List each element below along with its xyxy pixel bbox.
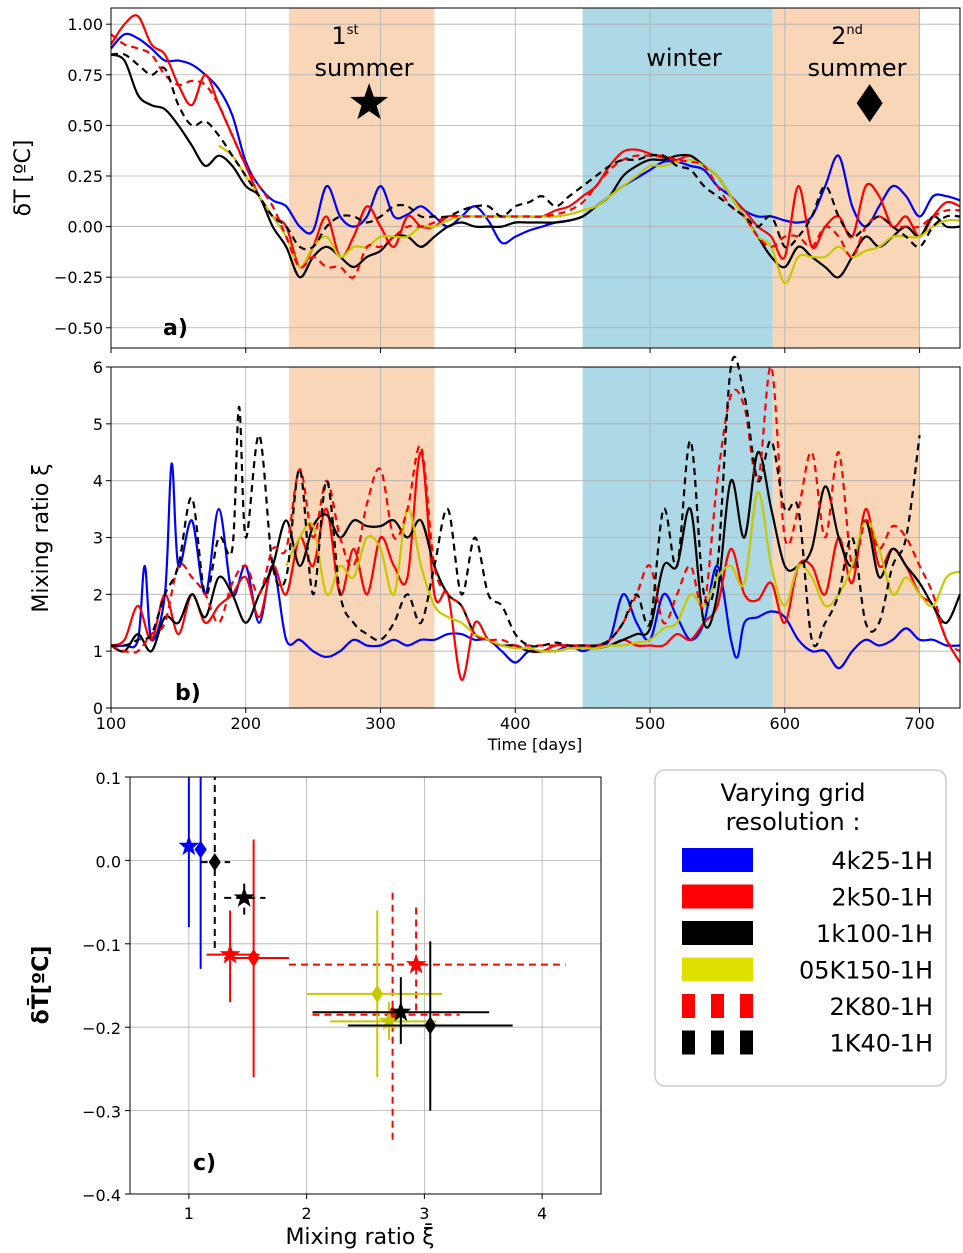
star-point <box>405 953 427 974</box>
y-tick-label: 1 <box>93 642 103 661</box>
y-tick-label: −0.4 <box>82 1186 121 1205</box>
x-tick-label: 100 <box>96 714 127 733</box>
y-tick-label: −0.50 <box>54 319 103 338</box>
star-point <box>378 1010 400 1031</box>
panel-b-xlabel: Time [days] <box>487 735 583 754</box>
winter-label: winter <box>646 44 722 72</box>
legend-swatch <box>682 848 753 872</box>
panel-b-label: b) <box>175 681 201 706</box>
star-point <box>178 835 200 856</box>
first-summer-label-line1: 1st <box>331 22 358 50</box>
panel-a-label: a) <box>163 316 188 341</box>
y-tick-label: 0.50 <box>67 116 103 135</box>
y-tick-label: 6 <box>93 358 103 377</box>
x-tick-label: 3 <box>419 1204 429 1223</box>
legend-label: 05K150-1H <box>799 957 933 985</box>
series-line <box>285 490 961 653</box>
star-point <box>390 1001 412 1022</box>
diamond-point <box>424 1016 437 1035</box>
x-tick-label: 200 <box>230 714 261 733</box>
legend-label: 1k100-1H <box>816 920 933 948</box>
diamond-point <box>208 853 221 872</box>
panel-b-frame <box>110 366 961 709</box>
y-tick-label: 0.00 <box>67 218 103 237</box>
diamond-point <box>194 840 207 859</box>
y-tick-label: 0.0 <box>96 852 121 871</box>
legend-swatch <box>711 994 724 1018</box>
legend: Varying grid resolution : 4k25-1H 2k50-1H… <box>654 769 947 1087</box>
legend-swatch <box>740 994 753 1018</box>
diamond-marker <box>856 84 883 123</box>
shaded-period <box>582 8 773 348</box>
x-tick-label: 500 <box>635 714 666 733</box>
y-tick-label: 3 <box>93 529 103 548</box>
panel-c-frame <box>129 776 602 1195</box>
panel-a: 1.00 0.75 0.50 0.25 0.00 −0.25 −0.50 δT [ºC] 1… <box>11 7 961 353</box>
panel-c: 0.1 0.0 −0.1 −0.2 −0.3 −0.4 1 2 3 4 δT̄[ºC] Mixin… <box>28 769 602 1250</box>
panel-c-label: c) <box>193 1151 216 1176</box>
series-line <box>110 355 921 648</box>
panel-b: 0 1 2 3 4 5 6 100 200 300 400 500 600 700 Mixing rati… <box>29 355 962 754</box>
legend-swatch <box>682 1030 695 1055</box>
legend-label: 4k25-1H <box>831 847 933 875</box>
diamond-point <box>247 948 260 967</box>
series-line <box>218 144 961 285</box>
y-tick-label: 4 <box>93 472 103 491</box>
second-summer-label-line1: 2nd <box>831 22 863 50</box>
y-tick-label: 0.25 <box>67 167 103 186</box>
x-tick-label: 1 <box>184 1204 194 1223</box>
y-tick-label: −0.2 <box>82 1019 121 1038</box>
y-tick-label: 0 <box>93 699 103 718</box>
legend-label: 1K40-1H <box>829 1030 933 1058</box>
second-summer-label-line2: summer <box>807 54 906 82</box>
x-tick-label: 600 <box>770 714 801 733</box>
panel-b-ylabel: Mixing ratio ξ <box>29 463 54 612</box>
y-tick-label: 1.00 <box>67 15 103 34</box>
x-tick-label: 400 <box>500 714 531 733</box>
x-tick-label: 700 <box>904 714 935 733</box>
star-marker <box>350 83 389 120</box>
legend-swatch <box>682 994 695 1018</box>
legend-swatch <box>740 1030 753 1055</box>
series-line <box>110 53 961 279</box>
x-tick-label: 4 <box>537 1204 547 1223</box>
y-tick-label: 0.1 <box>96 769 121 788</box>
legend-swatch <box>682 884 753 909</box>
y-tick-label: −0.3 <box>82 1103 121 1122</box>
star-point <box>219 943 241 964</box>
legend-swatch <box>682 921 753 945</box>
y-tick-label: 0.75 <box>67 66 103 85</box>
y-tick-label: −0.25 <box>54 268 103 287</box>
y-tick-label: 5 <box>93 415 103 434</box>
y-tick-label: 2 <box>93 585 103 604</box>
panel-c-ylabel: δT̄[ºC] <box>28 946 54 1025</box>
x-tick-label: 2 <box>302 1204 312 1223</box>
panel-a-frame <box>110 7 961 349</box>
series-line <box>110 52 961 251</box>
diamond-point <box>371 984 384 1003</box>
y-tick-label: −0.1 <box>82 936 121 955</box>
shaded-period <box>288 8 435 348</box>
series-line <box>110 462 961 670</box>
legend-label: 2k50-1H <box>831 884 933 912</box>
legend-swatch <box>682 957 753 982</box>
legend-swatch <box>711 1030 724 1055</box>
series-line <box>110 33 961 279</box>
first-summer-label-line2: summer <box>314 54 413 82</box>
legend-label: 2K80-1H <box>829 993 933 1021</box>
x-tick-label: 300 <box>365 714 396 733</box>
panel-c-xlabel: Mixing ratio ξ̄ <box>285 1224 434 1250</box>
legend-title-line2: resolution : <box>726 808 861 836</box>
star-point <box>233 886 255 907</box>
legend-title-line1: Varying grid <box>720 779 865 807</box>
panel-a-ylabel: δT [ºC] <box>11 140 36 217</box>
series-line <box>110 365 961 654</box>
